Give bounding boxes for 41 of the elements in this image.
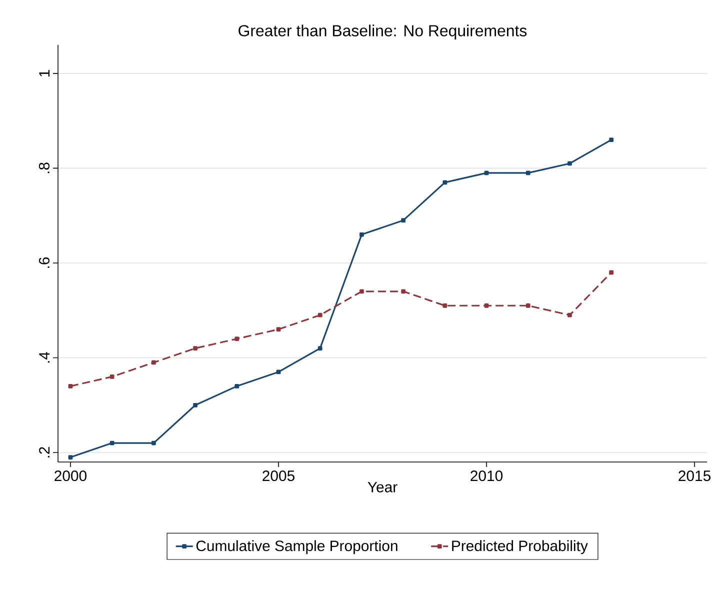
point (234, 384, 240, 388)
chart-title: Greater than Baseline: No Requirements (238, 24, 527, 40)
point (401, 218, 406, 223)
legend-label: Predicted Probability (452, 540, 588, 554)
point (110, 374, 114, 379)
point (151, 360, 156, 365)
point (360, 232, 364, 237)
point (484, 303, 489, 308)
point (401, 289, 406, 294)
point (193, 346, 198, 350)
point (193, 402, 198, 408)
point (234, 336, 240, 341)
point (318, 312, 322, 318)
point (318, 346, 322, 350)
y-tick-label: .8 (38, 162, 50, 174)
point (484, 170, 489, 176)
y-tick-label: .6 (38, 257, 50, 268)
x-axis-title: Year (368, 482, 398, 492)
x-tick-label: 2005 (262, 470, 294, 482)
point (68, 384, 73, 388)
point (68, 455, 73, 460)
point (526, 170, 530, 176)
x-tick-label: 2010 (470, 470, 503, 482)
y-tick-label: 1 (39, 70, 50, 76)
point (568, 161, 572, 166)
point (526, 303, 530, 308)
x-tick-label: 2015 (678, 470, 711, 482)
legend-label: Cumulative Sample Proportion (196, 540, 398, 554)
point (568, 312, 572, 318)
point (276, 327, 281, 332)
x-tick-label: 2000 (54, 470, 87, 482)
point (151, 440, 156, 446)
point (609, 270, 614, 275)
point (110, 440, 114, 446)
point (276, 370, 281, 374)
point (360, 289, 364, 294)
point (442, 303, 448, 308)
y-tick-label: .4 (39, 352, 50, 363)
point (442, 180, 448, 185)
y-tick-label: .2 (39, 447, 50, 458)
point (609, 138, 614, 142)
